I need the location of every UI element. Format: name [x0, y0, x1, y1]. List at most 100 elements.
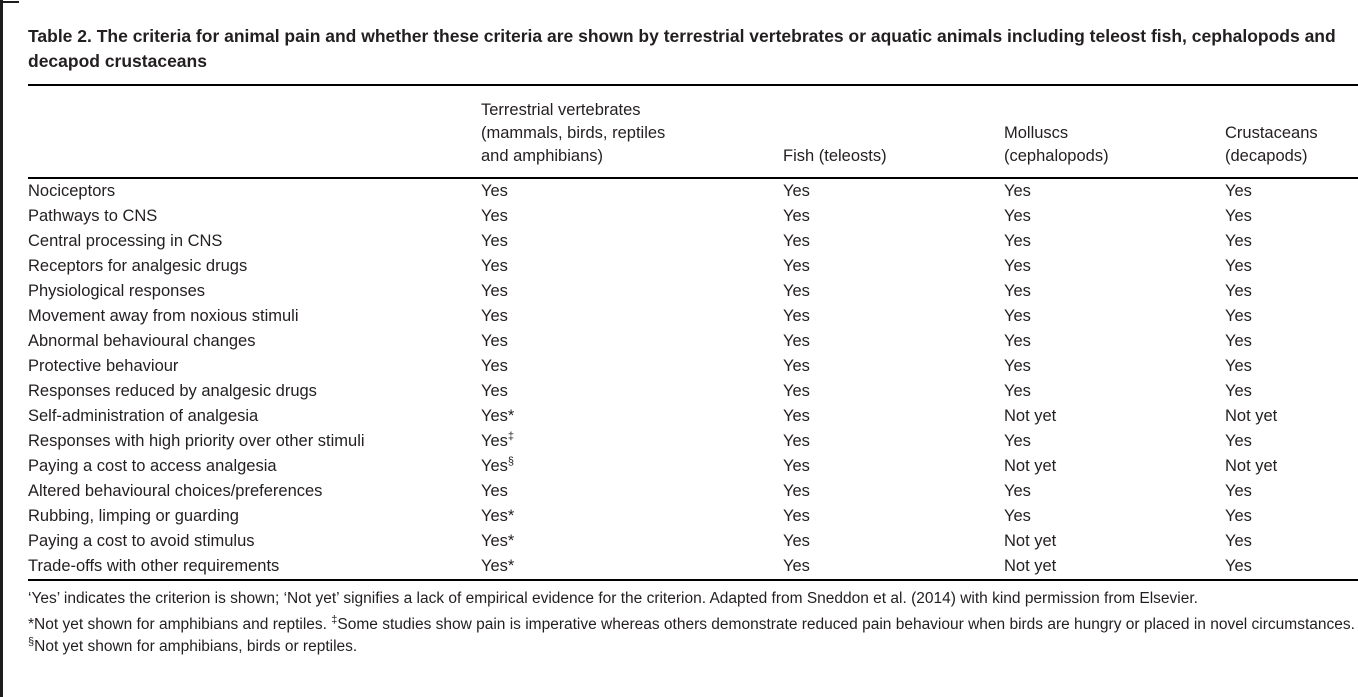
column-header-molluscs: Molluscs (cephalopods) [1004, 86, 1225, 179]
value-cell-fish: Yes [783, 307, 810, 325]
cell-value: Yes [481, 332, 508, 350]
value-cell-terrestrial: Yes [481, 254, 783, 279]
table-row: Paying a cost to avoid stimulus Yes* Yes… [28, 529, 1358, 554]
column-header-terrestrial-vertebrates: Terrestrial vertebrates (mammals, birds,… [481, 86, 783, 179]
value-cell-terrestrial: Yes [481, 354, 783, 379]
footnote-general: ‘Yes’ indicates the criterion is shown; … [28, 590, 1198, 607]
criterion-cell: Nociceptors [28, 182, 116, 200]
value-cell-molluscs: Yes [1004, 357, 1031, 375]
value-cell-fish: Yes [783, 382, 810, 400]
value-cell-terrestrial: Yes [481, 329, 783, 354]
value-cell-fish: Yes [783, 407, 810, 425]
criterion-cell: Paying a cost to access analgesia [28, 457, 277, 475]
value-cell-crustaceans: Yes [1225, 432, 1252, 450]
table-row: Protective behaviour Yes Yes Yes Yes [28, 354, 1358, 379]
cell-value: Yes* [481, 532, 515, 550]
value-cell-terrestrial: Yes* [481, 554, 783, 579]
table-row: Movement away from noxious stimuli Yes Y… [28, 304, 1358, 329]
cell-value: Yes [481, 357, 508, 375]
value-cell-molluscs: Not yet [1004, 407, 1057, 425]
table-row: Responses reduced by analgesic drugs Yes… [28, 379, 1358, 404]
criterion-cell: Self-administration of analgesia [28, 407, 259, 425]
value-cell-terrestrial: Yes‡ [481, 429, 783, 454]
criterion-cell: Paying a cost to avoid stimulus [28, 532, 255, 550]
footnote-asterisk-text: *Not yet shown for amphibians and reptil… [28, 616, 332, 633]
footnote-symbols: *Not yet shown for amphibians and reptil… [28, 614, 1358, 658]
table-row: Trade-offs with other requirements Yes* … [28, 554, 1358, 579]
table-row: Central processing in CNS Yes Yes Yes Ye… [28, 229, 1358, 254]
cell-value: Yes* [481, 407, 515, 425]
value-cell-terrestrial: Yes [481, 229, 783, 254]
value-cell-fish: Yes [783, 182, 810, 200]
value-cell-fish: Yes [783, 482, 810, 500]
table-row: Nociceptors Yes Yes Yes Yes [28, 178, 1358, 204]
value-cell-fish: Yes [783, 357, 810, 375]
cell-value: Yes [481, 482, 508, 500]
table-row: Altered behavioural choices/preferences … [28, 479, 1358, 504]
cell-value: Yes* [481, 507, 515, 525]
criterion-cell: Rubbing, limping or guarding [28, 507, 239, 525]
criterion-cell: Physiological responses [28, 282, 206, 300]
value-cell-fish: Yes [783, 532, 810, 550]
cell-value: Yes [481, 307, 508, 325]
value-cell-crustaceans: Yes [1225, 482, 1252, 500]
value-cell-molluscs: Yes [1004, 432, 1031, 450]
criterion-cell: Protective behaviour [28, 357, 179, 375]
page-scan-edge-left [0, 0, 3, 697]
value-cell-crustaceans: Yes [1225, 257, 1252, 275]
column-header-criterion [28, 86, 481, 179]
value-cell-terrestrial: Yes [481, 304, 783, 329]
criterion-cell: Responses reduced by analgesic drugs [28, 382, 317, 400]
footnote-marker: § [507, 455, 515, 468]
cell-value: Yes [481, 182, 508, 200]
value-cell-fish: Yes [783, 432, 810, 450]
table-row: Paying a cost to access analgesia Yes§ Y… [28, 454, 1358, 479]
value-cell-molluscs: Yes [1004, 332, 1031, 350]
criterion-cell: Altered behavioural choices/preferences [28, 482, 323, 500]
criterion-cell: Central processing in CNS [28, 232, 223, 250]
value-cell-crustaceans: Yes [1225, 382, 1252, 400]
table-header: Terrestrial vertebrates (mammals, birds,… [28, 86, 1358, 179]
value-cell-terrestrial: Yes [481, 204, 783, 229]
value-cell-crustaceans: Not yet [1225, 407, 1278, 425]
value-cell-crustaceans: Yes [1225, 307, 1252, 325]
table-row: Self-administration of analgesia Yes* Ye… [28, 404, 1358, 429]
value-cell-crustaceans: Yes [1225, 507, 1252, 525]
section-marker: § [28, 635, 35, 648]
value-cell-molluscs: Yes [1004, 507, 1031, 525]
cell-value: Yes* [481, 557, 515, 575]
value-cell-crustaceans: Yes [1225, 332, 1252, 350]
value-cell-molluscs: Yes [1004, 382, 1031, 400]
value-cell-fish: Yes [783, 282, 810, 300]
criterion-cell: Trade-offs with other requirements [28, 557, 280, 575]
value-cell-fish: Yes [783, 557, 810, 575]
value-cell-terrestrial: Yes* [481, 504, 783, 529]
table-row: Physiological responses Yes Yes Yes Yes [28, 279, 1358, 304]
criterion-cell: Receptors for analgesic drugs [28, 257, 248, 275]
value-cell-fish: Yes [783, 332, 810, 350]
value-cell-crustaceans: Yes [1225, 182, 1252, 200]
value-cell-crustaceans: Yes [1225, 357, 1252, 375]
value-cell-terrestrial: Yes* [481, 404, 783, 429]
table-caption: Table 2. The criteria for animal pain an… [28, 26, 1336, 71]
criteria-table: Terrestrial vertebrates (mammals, birds,… [28, 86, 1358, 579]
value-cell-molluscs: Not yet [1004, 457, 1057, 475]
paper-page: Table 2. The criteria for animal pain an… [28, 26, 1358, 658]
value-cell-molluscs: Yes [1004, 307, 1031, 325]
double-dagger-marker: ‡ [331, 613, 338, 626]
table-row: Pathways to CNS Yes Yes Yes Yes [28, 204, 1358, 229]
criterion-cell: Responses with high priority over other … [28, 432, 365, 450]
value-cell-crustaceans: Yes [1225, 232, 1252, 250]
value-cell-molluscs: Yes [1004, 182, 1031, 200]
value-cell-terrestrial: Yes [481, 279, 783, 304]
value-cell-molluscs: Yes [1004, 257, 1031, 275]
column-header-fish: Fish (teleosts) [783, 86, 1004, 179]
value-cell-crustaceans: Yes [1225, 557, 1252, 575]
value-cell-terrestrial: Yes [481, 178, 783, 204]
cell-value: Yes [481, 382, 508, 400]
column-header-crustaceans: Crustaceans (decapods) [1225, 86, 1358, 179]
table-row: Responses with high priority over other … [28, 429, 1358, 454]
value-cell-crustaceans: Yes [1225, 532, 1252, 550]
cell-value: Yes [481, 457, 508, 475]
table-row: Receptors for analgesic drugs Yes Yes Ye… [28, 254, 1358, 279]
